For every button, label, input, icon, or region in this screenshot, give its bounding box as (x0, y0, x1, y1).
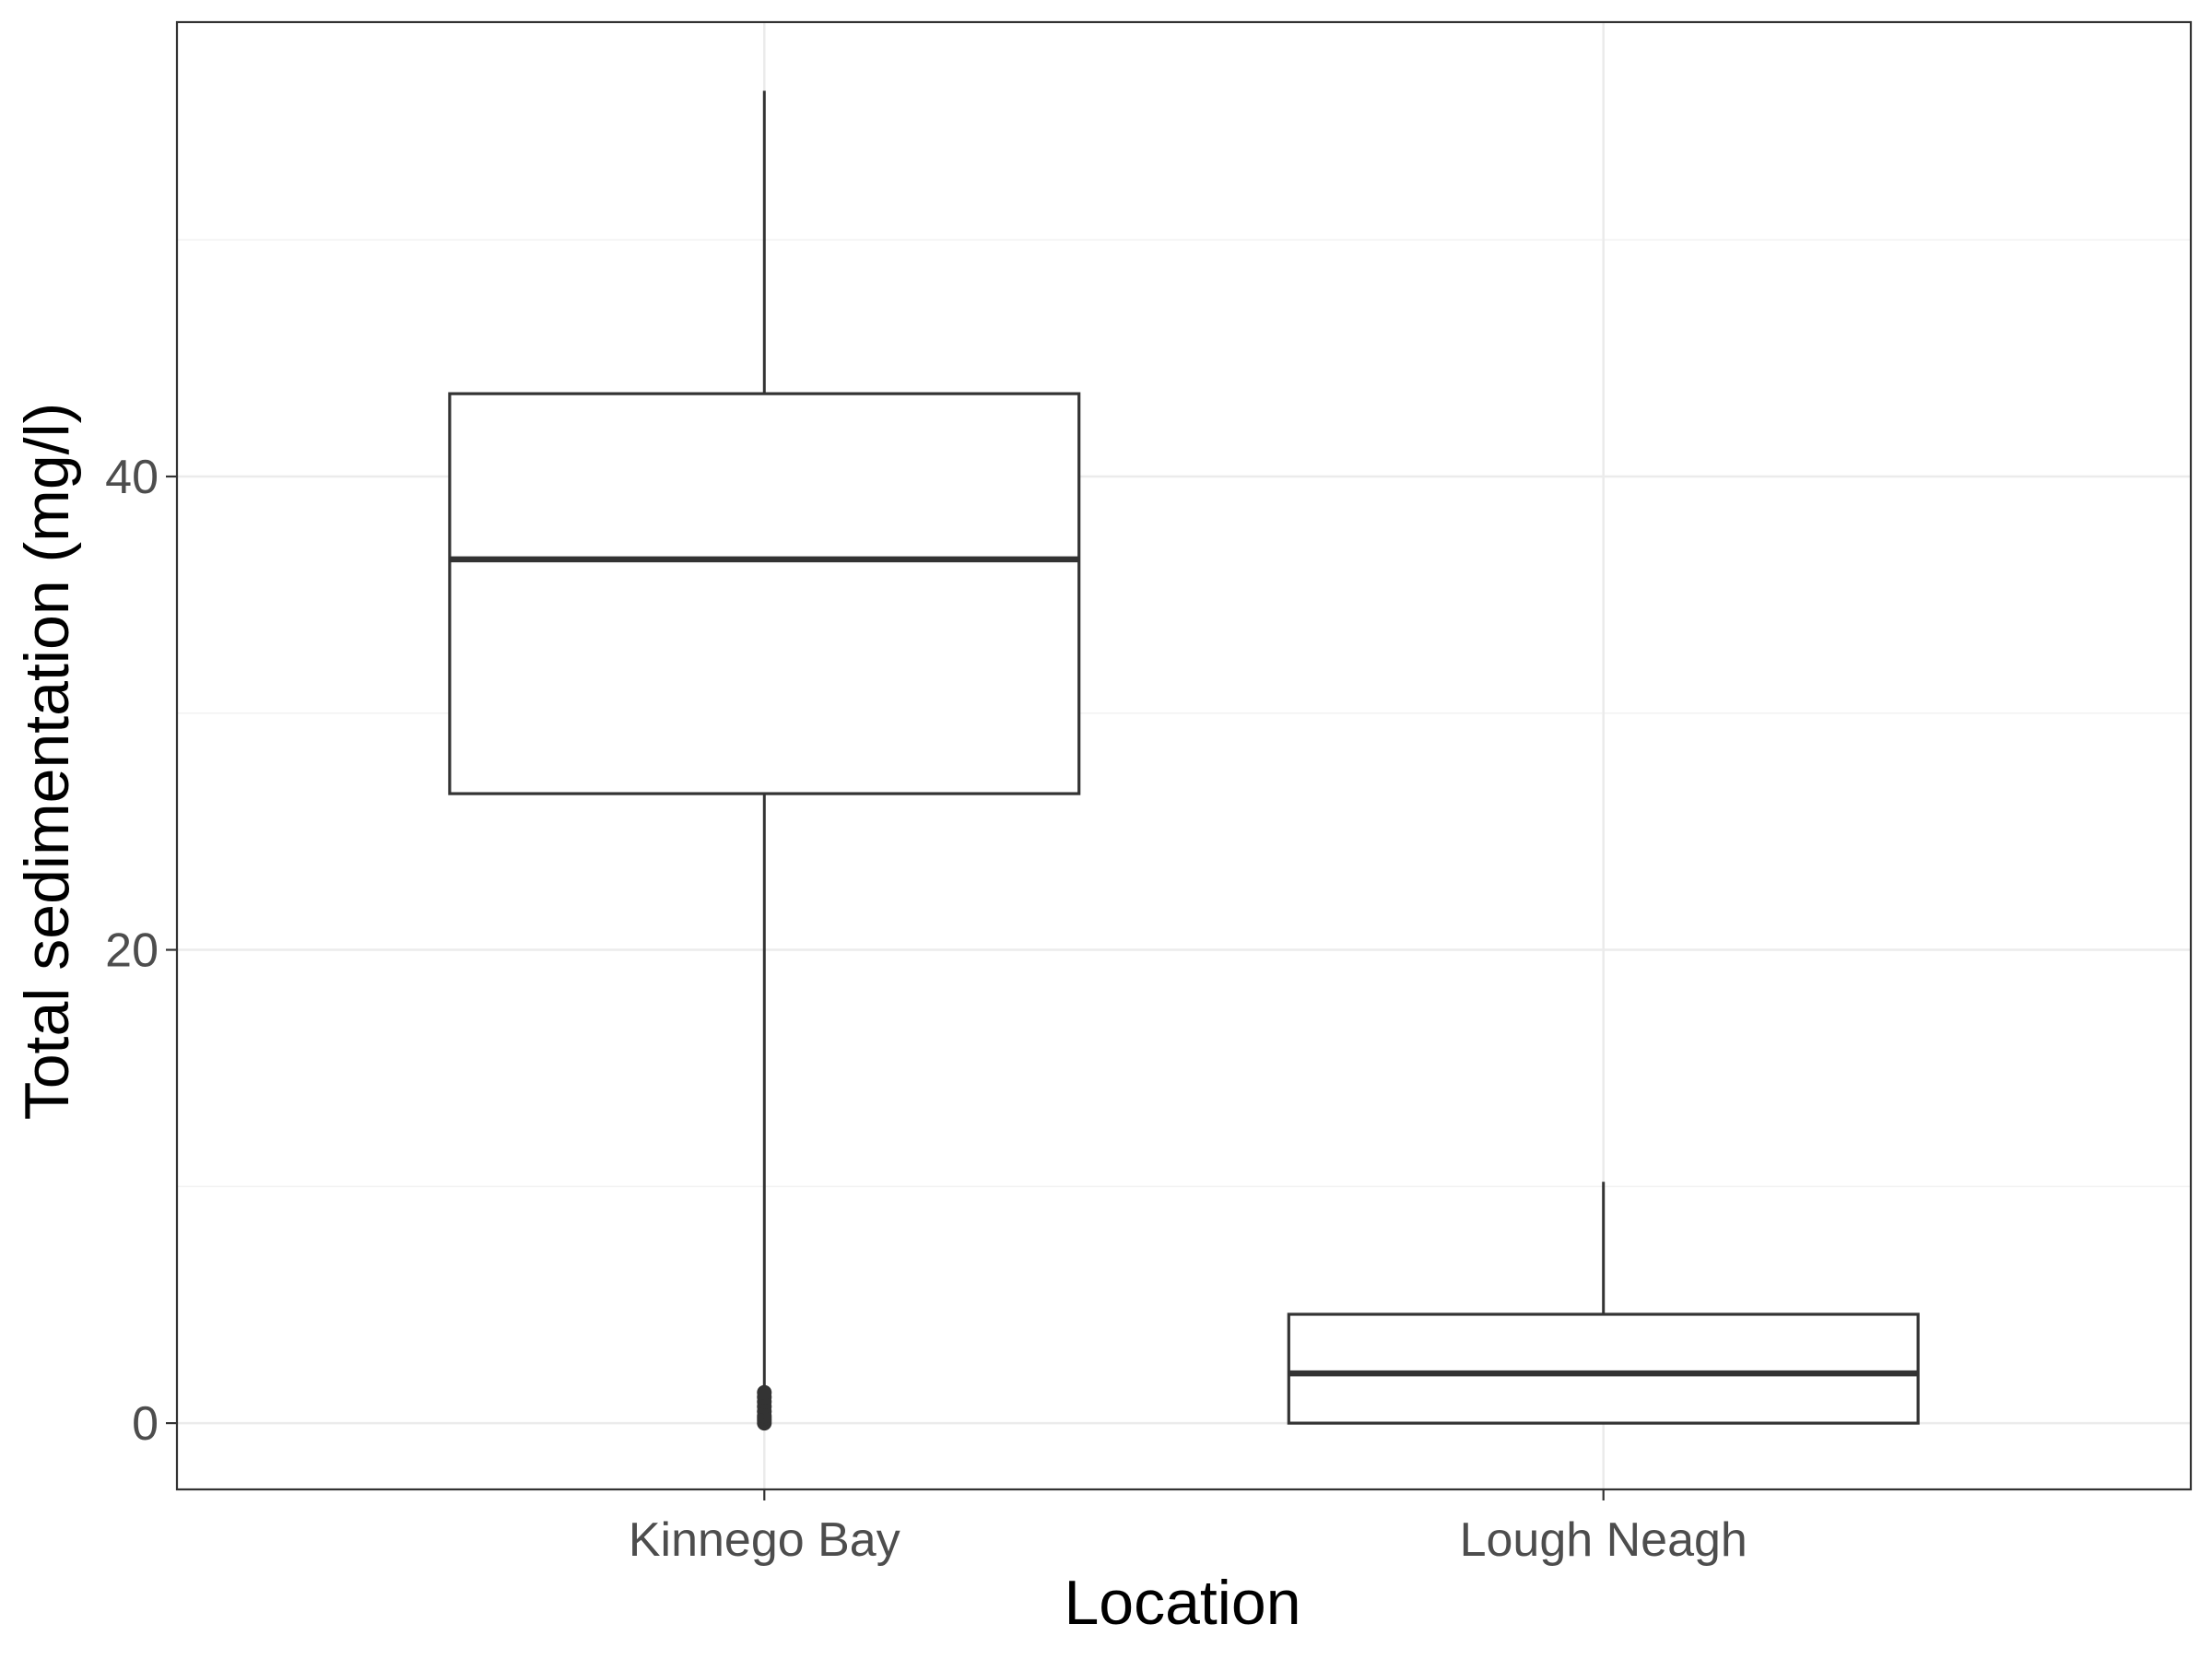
y-tick-label: 20 (105, 924, 159, 978)
outlier-point (757, 1384, 772, 1400)
iqr-box (1287, 1312, 1920, 1425)
iqr-box (448, 392, 1081, 795)
y-axis-title: Total sedimentation (mg/l) (12, 403, 82, 1121)
axes: 0 20 40 Kinnego Bay Lough Neagh (105, 451, 1747, 1567)
panel-border (175, 20, 2193, 1491)
y-tick-label: 40 (105, 451, 159, 504)
x-tick-label: Lough Neagh (1460, 1513, 1747, 1567)
x-tick-label: Kinnego Bay (629, 1513, 900, 1567)
box-group-lough-neagh (1287, 1182, 1920, 1425)
x-axis-title: Location (1064, 1568, 1300, 1638)
box-group-kinnego-bay (448, 90, 1081, 1431)
y-tick-label: 0 (132, 1397, 159, 1451)
box-marks (448, 90, 1920, 1431)
